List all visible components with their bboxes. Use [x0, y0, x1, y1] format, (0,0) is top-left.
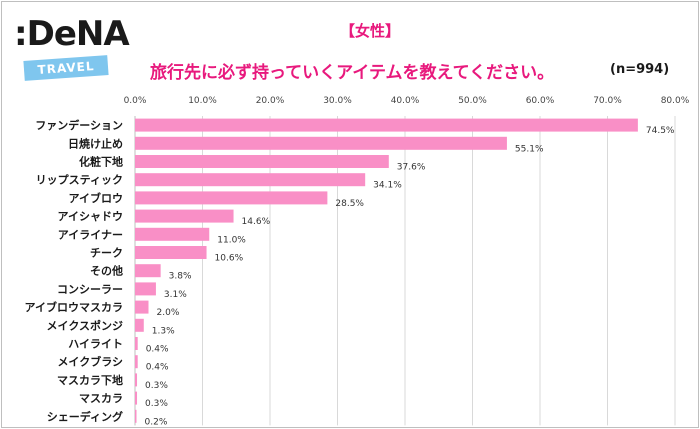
value-label: 37.6% — [397, 163, 426, 173]
value-label: 0.4% — [146, 363, 169, 373]
category-label: シェーディング — [47, 409, 123, 423]
x-tick-label: 30.0% — [323, 96, 352, 106]
value-label: 0.4% — [146, 345, 169, 355]
value-label: 34.1% — [373, 181, 402, 191]
value-label: 1.3% — [152, 326, 175, 336]
x-tick-label: 80.0% — [661, 96, 690, 106]
category-label: コンシーラー — [57, 283, 123, 296]
x-tick-label: 70.0% — [593, 96, 622, 106]
x-tick-label: 20.0% — [256, 96, 285, 106]
bar — [135, 246, 207, 259]
x-tick-label: 10.0% — [188, 96, 217, 106]
bar — [135, 337, 138, 350]
bar — [135, 227, 210, 241]
category-label: ハイライト — [68, 338, 123, 351]
value-label: 14.6% — [242, 217, 271, 227]
category-label: 化粧下地 — [79, 155, 123, 169]
category-label: リップスティック — [36, 173, 123, 187]
value-label: 3.8% — [169, 272, 192, 282]
category-label: メイクスポンジ — [47, 318, 123, 332]
bar — [135, 282, 156, 296]
category-label: アイシャドウ — [58, 210, 123, 223]
category-label: マスカラ下地 — [57, 373, 123, 387]
value-label: 28.5% — [335, 199, 364, 209]
category-label: チーク — [90, 247, 123, 260]
logo-wordmark: :DeNA — [14, 14, 130, 54]
category-label: アイライナー — [58, 228, 123, 241]
bar — [135, 373, 138, 387]
value-label: 74.5% — [646, 126, 675, 136]
sample-size-label: (n=994) — [610, 62, 670, 77]
value-label: 0.2% — [145, 417, 168, 427]
category-label: ファンデーション — [35, 118, 123, 132]
value-label: 0.3% — [145, 381, 168, 391]
category-label: アイブロウマスカラ — [25, 300, 123, 314]
x-tick-label: 50.0% — [458, 96, 487, 106]
x-tick-label: 0.0% — [124, 96, 147, 106]
category-label: メイクブラシ — [57, 355, 123, 369]
x-tick-label: 40.0% — [391, 96, 420, 106]
dena-travel-logo: :DeNA TRAVEL — [14, 14, 130, 84]
category-labels: ファンデーション日焼け止め化粧下地リップスティックアイブロウアイシャドウアイライ… — [25, 118, 123, 423]
value-label: 10.6% — [215, 254, 244, 264]
bars — [135, 118, 638, 423]
bar — [135, 209, 234, 223]
bar — [135, 409, 137, 423]
bar — [135, 173, 366, 187]
bar — [135, 136, 507, 150]
bar — [135, 191, 328, 205]
category-label: マスカラ — [79, 392, 123, 405]
value-label: 3.1% — [164, 290, 187, 300]
bar — [135, 300, 149, 314]
value-label: 11.0% — [217, 235, 246, 245]
category-label: 日焼け止め — [68, 136, 123, 150]
bar — [135, 391, 138, 405]
value-label: 55.1% — [515, 144, 544, 154]
x-axis-ticks: 0.0% 10.0% 20.0% 30.0% 40.0% 50.0% 60.0% 70.0% 8… — [124, 96, 690, 106]
bar — [135, 355, 138, 369]
value-labels: 74.5% 55.1% 37.6% 34.1% 28.5% 14.6% 11.0% 10.6%… — [145, 126, 675, 427]
chart-title: 旅行先に必ず持っていくアイテムを教えてください。 — [150, 63, 555, 83]
bar — [135, 155, 389, 168]
category-label: アイブロウ — [69, 191, 123, 205]
value-label: 0.3% — [145, 399, 168, 409]
bar — [135, 118, 638, 132]
chart-subtitle: 【女性】 — [339, 22, 400, 40]
bar — [135, 318, 144, 332]
category-label: その他 — [90, 264, 123, 278]
bar — [135, 264, 161, 278]
value-label: 2.0% — [157, 308, 180, 318]
x-tick-label: 60.0% — [526, 96, 555, 106]
